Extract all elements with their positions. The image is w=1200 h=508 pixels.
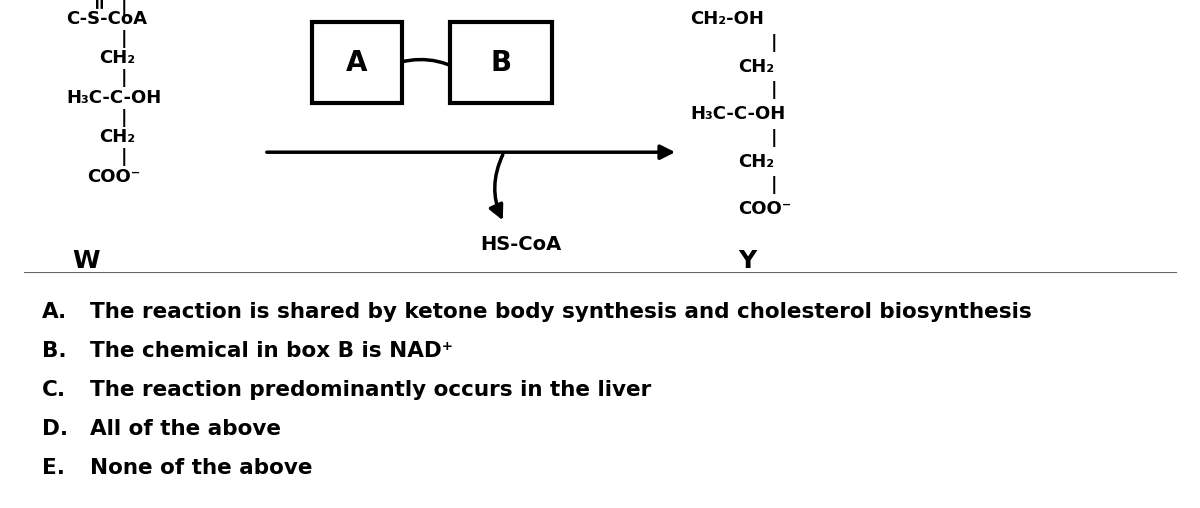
Text: |: | <box>120 148 127 166</box>
Text: A: A <box>347 48 367 77</box>
Text: H₃C-C-OH: H₃C-C-OH <box>66 89 161 107</box>
Bar <box>312 22 402 103</box>
Text: H₃C-C-OH: H₃C-C-OH <box>690 105 785 123</box>
Text: A.: A. <box>42 302 67 322</box>
Text: None of the above: None of the above <box>90 458 312 478</box>
Text: COO⁻: COO⁻ <box>88 168 140 185</box>
Text: All of the above: All of the above <box>90 419 281 439</box>
Text: |: | <box>120 0 127 17</box>
Text: Y: Y <box>738 249 756 273</box>
Text: D.: D. <box>42 419 68 439</box>
Text: COO⁻: COO⁻ <box>738 200 791 218</box>
Text: HS-CoA: HS-CoA <box>480 235 562 254</box>
Text: O: O <box>124 0 139 4</box>
Text: =: = <box>90 0 109 8</box>
Text: The reaction is shared by ketone body synthesis and cholesterol biosynthesis: The reaction is shared by ketone body sy… <box>90 302 1032 322</box>
Text: B.: B. <box>42 341 67 361</box>
Text: E.: E. <box>42 458 65 478</box>
Bar <box>450 22 552 103</box>
Text: The reaction predominantly occurs in the liver: The reaction predominantly occurs in the… <box>90 380 652 400</box>
Text: The chemical in box B is NAD⁺: The chemical in box B is NAD⁺ <box>90 341 454 361</box>
Text: |: | <box>770 81 778 100</box>
Text: CH₂: CH₂ <box>100 128 136 146</box>
Text: B: B <box>491 48 511 77</box>
Text: CH₂-OH: CH₂-OH <box>690 10 764 28</box>
Text: W: W <box>72 249 100 273</box>
Text: |: | <box>120 109 127 126</box>
Text: CH₂: CH₂ <box>738 57 774 76</box>
Text: |: | <box>770 34 778 52</box>
Text: |: | <box>770 129 778 147</box>
Text: C-S-CoA: C-S-CoA <box>66 10 148 28</box>
Text: |: | <box>120 30 127 48</box>
Text: |: | <box>770 176 778 195</box>
Text: CH₂: CH₂ <box>738 153 774 171</box>
Text: |: | <box>120 69 127 87</box>
Text: C.: C. <box>42 380 66 400</box>
Text: CH₂: CH₂ <box>100 49 136 68</box>
